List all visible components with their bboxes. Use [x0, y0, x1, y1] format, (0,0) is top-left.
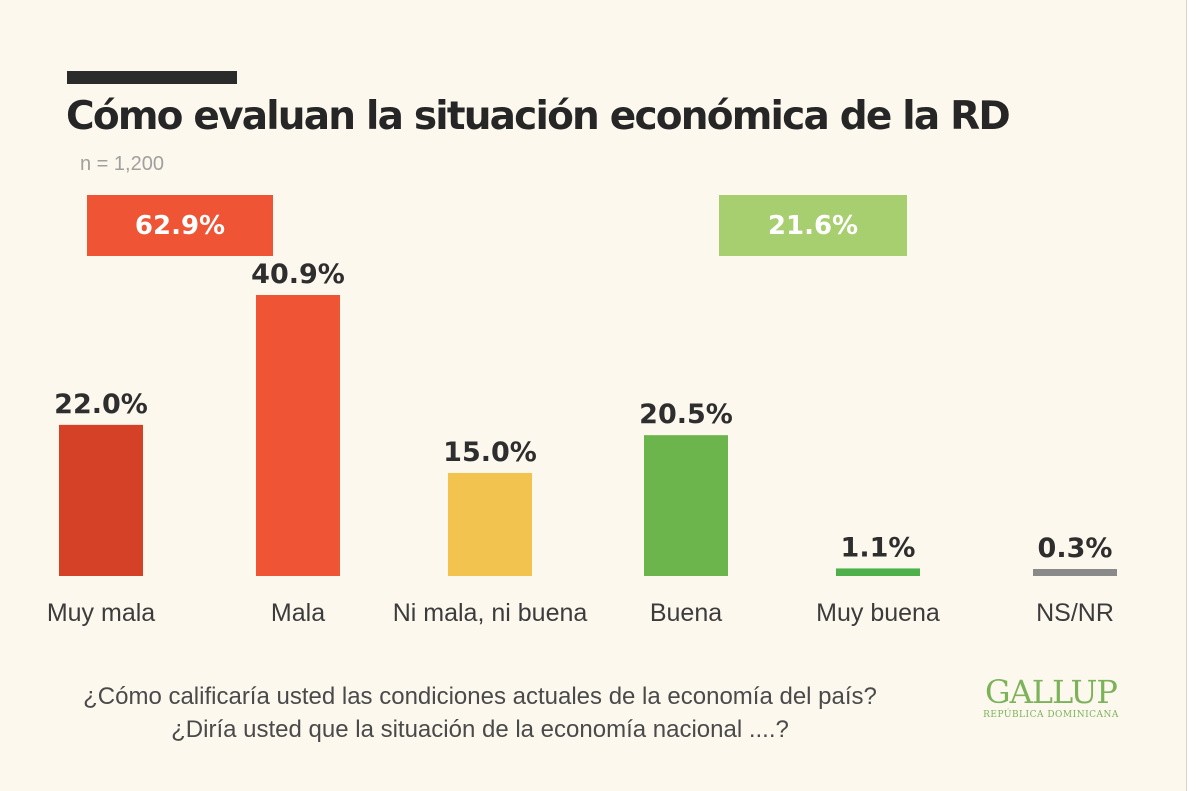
value-label-4: 1.1% [841, 532, 916, 563]
bar-5 [1033, 569, 1117, 576]
survey-question: ¿Cómo calificaría usted las condiciones … [75, 680, 885, 746]
value-label-2: 15.0% [443, 437, 537, 468]
bar-2 [448, 472, 532, 576]
negative-group-label: 62.9% [134, 210, 226, 241]
category-label-2: Ni mala, ni buena [393, 599, 588, 627]
negative-group-total: 62.9% [87, 195, 273, 256]
logo-subtitle: República Dominicana [983, 710, 1119, 720]
chart-title: Cómo evaluan la situación económica de l… [66, 94, 1011, 139]
positive-group-total: 21.6% [719, 195, 907, 256]
category-label-0: Muy mala [47, 599, 155, 627]
category-label-1: Mala [271, 599, 325, 627]
positive-group-label: 21.6% [767, 210, 859, 241]
category-label-3: Buena [650, 599, 722, 627]
question-line-1: ¿Cómo calificaría usted las condiciones … [83, 683, 877, 710]
question-line-2: ¿Diría usted que la situación de la econ… [171, 716, 789, 743]
value-label-3: 20.5% [639, 399, 733, 430]
bar-0 [59, 424, 143, 576]
value-label-0: 22.0% [54, 389, 148, 420]
bar-4 [836, 568, 920, 576]
sample-size: n = 1,200 [80, 153, 164, 175]
bar-3 [644, 435, 728, 576]
category-label-4: Muy buena [816, 599, 940, 627]
logo-wordmark: GALLUP [985, 673, 1118, 711]
category-label-5: NS/NR [1036, 599, 1114, 627]
value-label-1: 40.9% [251, 259, 345, 290]
title-rule [67, 71, 237, 84]
right-border [1186, 0, 1200, 791]
value-label-5: 0.3% [1038, 533, 1113, 564]
bar-1 [256, 295, 340, 576]
gallup-logo: GALLUP República Dominicana [976, 674, 1126, 720]
